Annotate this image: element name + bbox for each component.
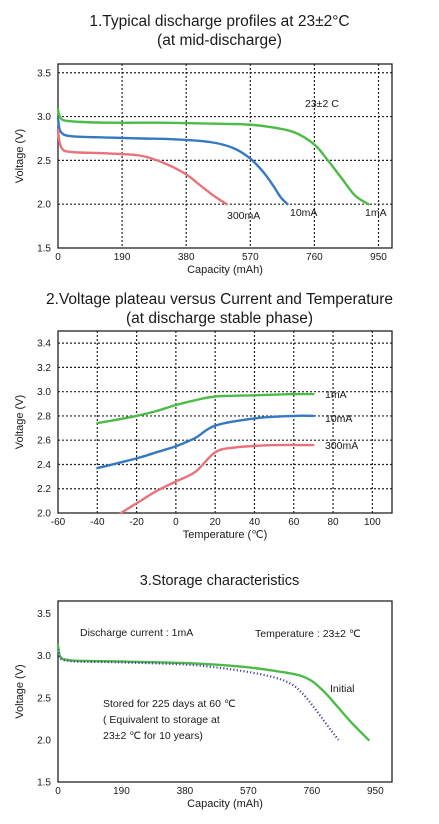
- chart2-y-tick-label: 2.0: [37, 509, 51, 520]
- chart3-annotation-stored-2: ( Equivalent to storage at: [103, 714, 220, 726]
- chart1-title: 1.Typical discharge profiles at 23±2°C (…: [0, 12, 439, 50]
- chart3-title-line1: 3.Storage characteristics: [139, 573, 300, 589]
- chart3-x-tick-label: 950: [367, 786, 384, 797]
- chart3-annotation-temperature: Temperature : 23±2 ℃: [255, 628, 361, 640]
- chart2-x-tick-label: -20: [129, 517, 144, 528]
- chart2-series-label-10ma: 10mA: [325, 413, 352, 425]
- chart2-plot-frame: [57, 330, 393, 514]
- chart3-annotation-stored-1: Stored for 225 days at 60 ℃: [103, 698, 236, 710]
- chart3-x-tick-label: 380: [177, 786, 194, 797]
- chart2-x-tick-label: 0: [173, 517, 179, 528]
- chart1-y-tick-label: 2.0: [37, 200, 51, 211]
- chart1-x-tick-label: 950: [370, 252, 387, 263]
- chart1-title-line2: (at mid-discharge): [157, 32, 282, 49]
- chart2-y-tick-label: 3.4: [37, 339, 51, 350]
- chart3-x-axis-title: Capacity (mAh): [187, 798, 263, 810]
- chart1-series-label-10ma: 10mA: [290, 207, 317, 219]
- chart1-series-10ma-line: [56, 117, 289, 206]
- chart2-x-tick-label: -40: [90, 517, 105, 528]
- chart1-y-tick-label: 3.0: [37, 112, 51, 123]
- chart1-y-tick-label: 1.5: [37, 244, 51, 255]
- chart1-title-line1: 1.Typical discharge profiles at 23±2°C: [89, 13, 350, 30]
- chart1-series-label-1ma: 1mA: [365, 207, 387, 219]
- chart3-y-tick-label: 3.5: [37, 609, 51, 620]
- chart1-series-label-300ma: 300mA: [227, 210, 260, 222]
- chart2-title: 2.Voltage plateau versus Current and Tem…: [0, 290, 439, 328]
- chart1-x-tick-label: 570: [242, 252, 259, 263]
- chart1-series-1ma-line: [56, 108, 370, 206]
- chart2-title-line2: (at discharge stable phase): [126, 310, 313, 327]
- chart1-y-tick-label: 3.5: [37, 68, 51, 79]
- chart3-y-tick-label: 3.0: [37, 651, 51, 662]
- chart1-x-axis-title: Capacity (mAh): [187, 264, 263, 276]
- chart3-plot-frame: [57, 600, 393, 783]
- chart3-x-tick-label: 190: [113, 786, 130, 797]
- chart1-plot-frame: [57, 63, 393, 249]
- chart2-x-tick-label: -60: [51, 517, 66, 528]
- chart1-x-tick-label: 0: [55, 252, 61, 263]
- chart2-series-1ma-line: [96, 392, 315, 425]
- chart3-x-tick-label: 760: [303, 786, 320, 797]
- chart2-x-tick-label: 100: [364, 517, 381, 528]
- chart2-x-tick-label: 20: [210, 517, 222, 528]
- chart2-x-tick-label: 60: [288, 517, 300, 528]
- chart2-y-axis-title: Voltage (V): [14, 395, 26, 449]
- chart2-y-tick-label: 2.6: [37, 436, 51, 447]
- chart3-annotation-stored-3: 23±2 ℃ for 10 years): [103, 730, 203, 742]
- chart3-title: 3.Storage characteristics: [0, 572, 439, 591]
- chart3-y-axis-title: Voltage (V): [14, 664, 26, 718]
- chart3-x-tick-label: 570: [240, 786, 257, 797]
- chart1-y-tick-label: 2.5: [37, 156, 51, 167]
- chart1-x-tick-label: 190: [114, 252, 131, 263]
- chart2-y-tick-label: 2.2: [37, 484, 51, 495]
- chart3-y-tick-label: 1.5: [37, 778, 51, 789]
- chart2-y-tick-label: 3.2: [37, 363, 51, 374]
- chart1-y-axis-title: Voltage (V): [14, 129, 26, 183]
- chart3-series-label-initial: Initial: [330, 683, 355, 695]
- chart3-y-tick-label: 2.0: [37, 735, 51, 746]
- chart2-x-axis-title: Temperature (℃): [183, 529, 268, 541]
- chart1-x-tick-label: 760: [306, 252, 323, 263]
- chart2-y-tick-label: 2.4: [37, 460, 51, 471]
- chart2-x-tick-label: 40: [249, 517, 261, 528]
- chart2-y-tick-label: 3.0: [37, 387, 51, 398]
- chart3-annotation-condition: Discharge current : 1mA: [80, 627, 193, 639]
- chart1-series-300ma-line: [56, 128, 228, 206]
- chart1-annotation-temperature: 23±2 C: [305, 98, 339, 110]
- chart2-title-line1: 2.Voltage plateau versus Current and Tem…: [46, 291, 393, 308]
- chart2-series-10ma-line: [96, 414, 315, 470]
- chart1-x-tick-label: 380: [178, 252, 195, 263]
- chart2-x-tick-label: 80: [327, 517, 339, 528]
- chart2-series-300ma-line: [119, 443, 315, 515]
- chart2-series-label-300ma: 300mA: [325, 440, 358, 452]
- chart2-y-tick-label: 2.8: [37, 411, 51, 422]
- chart3-series-stored-line: [56, 648, 340, 741]
- chart3-y-tick-label: 2.5: [37, 693, 51, 704]
- chart2-series-label-1ma: 1mA: [325, 389, 347, 401]
- chart3-x-tick-label: 0: [55, 786, 61, 797]
